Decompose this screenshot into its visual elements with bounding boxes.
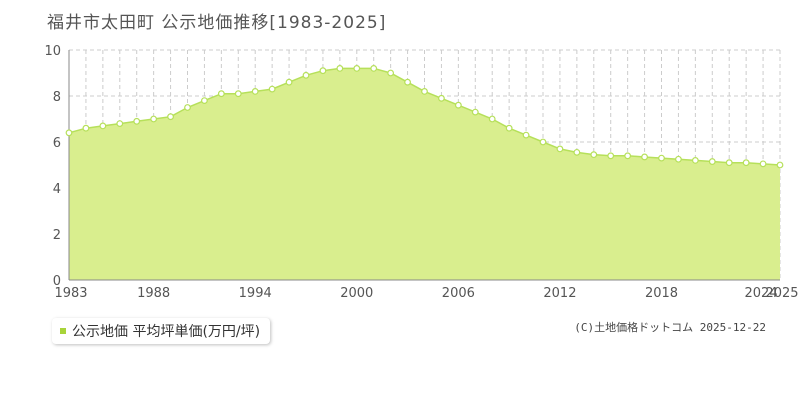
data-point — [624, 152, 632, 160]
x-tick-label: 1994 — [239, 286, 272, 301]
x-tick-label: 2025 — [765, 286, 798, 301]
data-point — [675, 155, 682, 163]
legend-marker — [60, 328, 66, 334]
x-tick-label: 1983 — [54, 286, 87, 301]
data-point — [370, 64, 378, 72]
copyright-text: (C)土地価格ドットコム 2025-12-22 — [574, 321, 766, 334]
data-point — [285, 78, 293, 86]
y-tick-label: 4 — [53, 182, 61, 197]
data-point — [641, 153, 648, 161]
data-point — [268, 85, 276, 93]
axes — [68, 50, 780, 281]
data-point — [454, 101, 462, 109]
data-point — [539, 138, 547, 146]
data-point — [471, 108, 479, 116]
data-point — [82, 124, 90, 132]
data-point — [234, 90, 242, 98]
data-point — [776, 161, 784, 169]
data-point — [319, 67, 327, 75]
data-point — [488, 115, 496, 123]
data-point — [421, 87, 428, 95]
data-point — [65, 129, 73, 137]
data-point — [201, 97, 208, 104]
data-point — [217, 90, 225, 98]
y-tick-label: 10 — [44, 44, 61, 59]
series-area — [68, 67, 781, 281]
y-tick-label: 8 — [53, 90, 61, 105]
data-point — [522, 131, 530, 139]
data-point — [590, 151, 598, 159]
chart-title: 福井市太田町 公示地価推移[1983-2025] — [47, 13, 387, 33]
y-tick-labels: 0 2 4 6 8 10 — [44, 44, 61, 289]
data-point — [133, 117, 141, 125]
x-tick-label: 2018 — [645, 286, 678, 301]
data-point — [759, 160, 767, 168]
data-point — [556, 145, 564, 153]
data-point — [302, 71, 310, 79]
data-point — [438, 94, 445, 102]
data-point — [658, 154, 665, 162]
data-point — [99, 122, 107, 130]
data-point — [387, 69, 395, 77]
legend-label: 公示地価 平均坪単価(万円/坪) — [72, 324, 261, 340]
data-point — [573, 148, 581, 156]
data-point — [167, 113, 174, 121]
data-point — [251, 87, 259, 95]
data-point — [708, 158, 716, 165]
y-tick-label: 6 — [53, 136, 61, 151]
data-point — [184, 104, 191, 111]
data-point — [505, 124, 513, 132]
x-tick-label: 1988 — [137, 286, 170, 301]
data-point — [353, 64, 361, 72]
y-tick-label: 2 — [53, 228, 61, 243]
data-markers — [65, 64, 784, 169]
series-fill — [69, 68, 780, 281]
data-point — [607, 152, 615, 160]
legend: 公示地価 平均坪単価(万円/坪) — [52, 318, 271, 344]
x-tick-label: 2006 — [442, 286, 475, 301]
x-tick-label: 2000 — [340, 286, 373, 301]
x-tick-label: 2012 — [543, 286, 576, 301]
x-tick-label: 2024 — [745, 286, 778, 301]
y-tick-label: 0 — [53, 274, 61, 289]
data-point — [404, 78, 411, 86]
data-point — [336, 64, 344, 72]
data-point — [150, 115, 158, 123]
data-point — [725, 159, 733, 167]
data-point — [116, 120, 124, 127]
data-point — [742, 159, 750, 167]
data-point — [691, 156, 699, 164]
